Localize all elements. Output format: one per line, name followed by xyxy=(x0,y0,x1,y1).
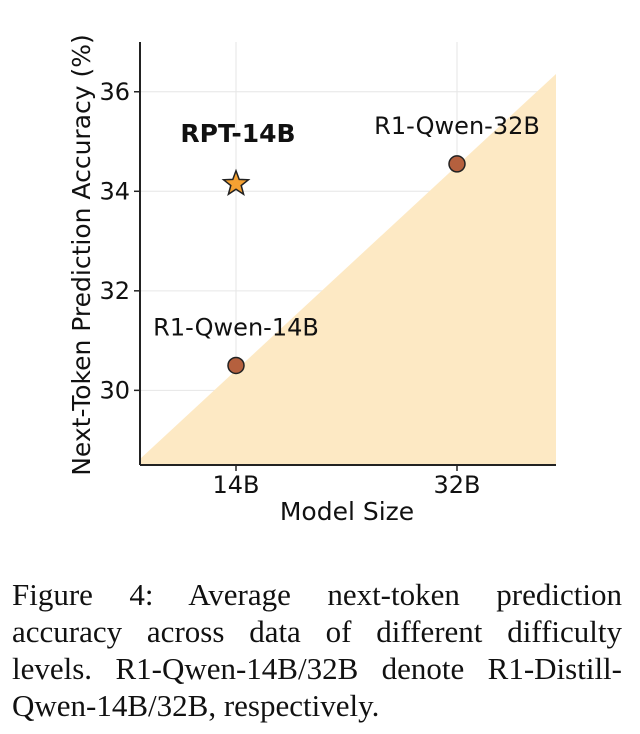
data-point-star xyxy=(221,168,251,197)
data-point xyxy=(227,356,245,375)
tick-labels: 30 32 34 36 14B 32B xyxy=(99,78,480,499)
y-tick-label: 36 xyxy=(99,78,130,106)
figure-caption: Figure 4: Average next-token prediction … xyxy=(12,577,622,723)
x-tick-label: 14B xyxy=(212,471,259,499)
data-point xyxy=(448,155,466,173)
y-axis-label: Next-Token Prediction Accuracy (%) xyxy=(67,34,96,476)
scatter-chart: 30 32 34 36 14B 32B R1-Qwen-14B R1-Qwen-32B RPT… xyxy=(67,34,556,526)
data-label: R1-Qwen-32B xyxy=(374,112,540,140)
y-tick-label: 30 xyxy=(99,376,130,404)
y-tick-label: 32 xyxy=(99,277,130,305)
x-axis-label: Model Size xyxy=(280,497,414,526)
data-points: R1-Qwen-14B R1-Qwen-32B RPT-14B xyxy=(153,112,540,375)
axes xyxy=(139,42,556,466)
x-tick-label: 32B xyxy=(433,471,480,499)
y-tick-label: 34 xyxy=(99,177,130,205)
data-label: RPT-14B xyxy=(180,119,295,148)
data-label: R1-Qwen-14B xyxy=(153,313,319,341)
